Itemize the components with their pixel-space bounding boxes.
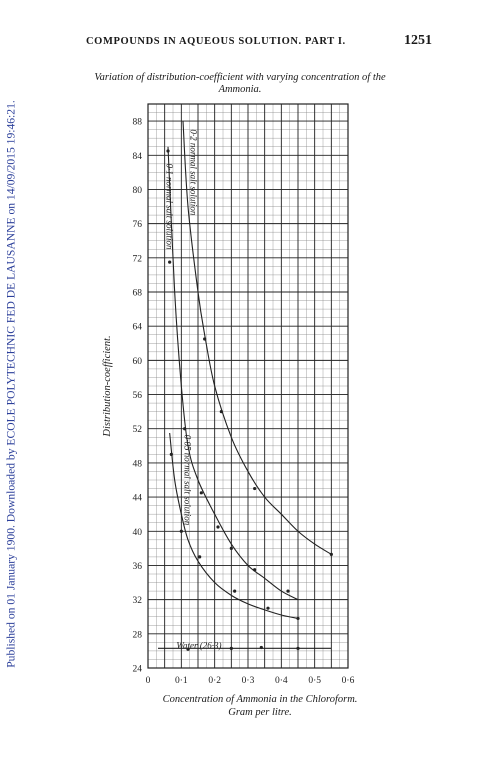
y-tick-label: 56 [133,391,143,401]
data-point-water-26-3 [229,646,233,650]
y-tick-label: 52 [133,425,143,435]
figure-caption-line1: Variation of distribution-coefficient wi… [94,72,386,83]
data-point-0-2-normal-salt-solution [329,552,333,556]
data-point-0-1-normal-salt-solution [253,568,257,572]
y-tick-label: 76 [133,220,143,230]
series-line-0-05-normal-salt-solution [169,432,299,619]
plot-frame [147,103,349,669]
data-point-0-05-normal-salt-solution [179,529,183,533]
data-point-0-2-normal-salt-solution [253,486,257,491]
series-line-0-1-normal-salt-solution [167,146,299,601]
page-number: 1251 [404,33,432,48]
y-tick-label: 60 [133,357,143,367]
y-tick-label: 44 [133,494,143,504]
x-tick-label: 0·2 [208,676,221,686]
figure-caption-line2: Ammonia. [218,84,262,95]
y-tick-label: 80 [133,186,143,196]
x-tick-label: 0·1 [175,676,188,686]
data-point-0-05-normal-salt-solution [198,555,202,559]
y-tick-label: 88 [133,118,143,128]
y-axis-label: Distribution-coefficient. [102,335,113,437]
x-tick-label: 0·5 [308,676,321,686]
curve-label: 0·2 normal salt solution [189,129,199,216]
curve-label: 0·1 normal salt solution [164,164,174,251]
x-tick-label: 0 [146,676,151,686]
y-tick-label: 68 [133,289,143,299]
x-tick-label: 0·4 [275,676,288,686]
data-point-0-1-normal-salt-solution [229,546,233,550]
y-tick-label: 48 [133,459,143,469]
data-point-0-1-normal-salt-solution [286,589,290,593]
x-axis-caption-line2: Gram per litre. [228,707,292,718]
y-tick-label: 40 [133,528,143,538]
data-point-0-1-normal-salt-solution [166,149,170,153]
data-point-water-26-3 [259,645,263,650]
data-point-0-1-normal-salt-solution [183,427,187,431]
data-point-water-26-3 [296,646,300,650]
data-point-0-05-normal-salt-solution [169,452,173,456]
data-point-0-05-normal-salt-solution [233,589,237,593]
data-point-0-05-normal-salt-solution [296,616,300,621]
y-tick-label: 84 [133,152,143,162]
y-tick-label: 24 [133,665,143,675]
curve-label: Water (26·3) [176,640,221,650]
running-title: COMPOUNDS IN AQUEOUS SOLUTION. PART I. [86,36,346,47]
y-tick-label: 28 [133,630,143,640]
data-point-0-2-normal-salt-solution [219,410,223,414]
x-tick-label: 0·6 [342,676,355,686]
y-tick-label: 32 [133,596,143,606]
data-point-0-1-normal-salt-solution [216,525,220,529]
data-point-0-1-normal-salt-solution [168,260,172,264]
curve-label: 0·05 normal salt solution [183,435,193,526]
data-point-water-26-3 [186,647,190,651]
x-tick-label: 0·3 [242,676,255,686]
data-point-0-05-normal-salt-solution [266,606,270,610]
data-point-0-1-normal-salt-solution [199,491,203,495]
y-tick-label: 36 [133,562,143,572]
y-tick-label: 64 [133,323,143,333]
data-point-0-2-normal-salt-solution [203,337,207,341]
y-tick-label: 72 [133,254,143,264]
series-line-0-2-normal-salt-solution [182,121,332,555]
x-axis-caption-line1: Concentration of Ammonia in the Chlorofo… [162,694,358,705]
